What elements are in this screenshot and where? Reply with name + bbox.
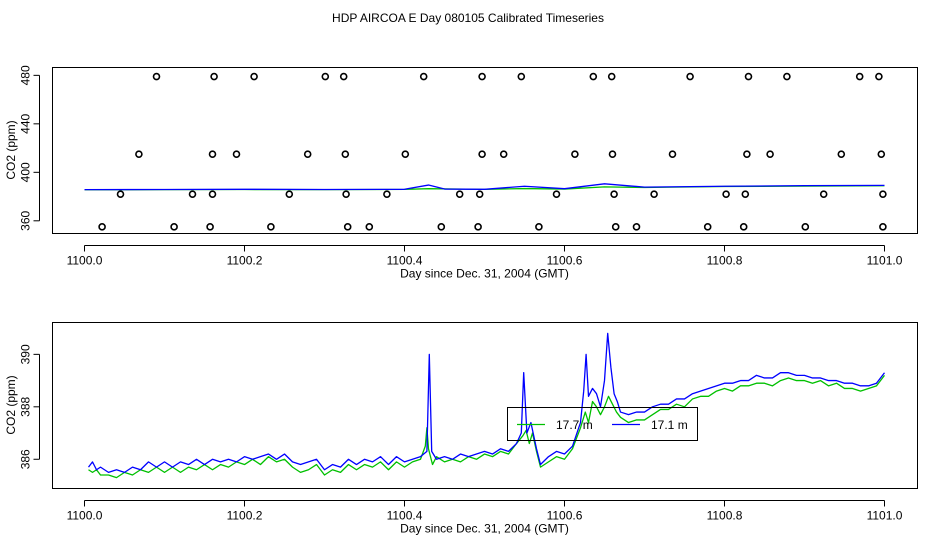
data-point bbox=[208, 190, 217, 198]
data-point bbox=[703, 223, 712, 231]
legend: 17.7 m 17.1 m bbox=[507, 407, 698, 441]
data-point bbox=[535, 223, 543, 231]
data-point bbox=[879, 190, 887, 198]
data-point bbox=[744, 72, 753, 81]
data-point bbox=[170, 223, 178, 231]
data-point bbox=[686, 72, 694, 81]
data-point bbox=[321, 72, 330, 81]
bottom-panel: 1100.0 1100.2 1100.4 1100.6 1100.8 1101.0 Day … bbox=[4, 322, 918, 536]
data-point bbox=[610, 190, 618, 198]
series-line-blue bbox=[84, 183, 885, 191]
data-point bbox=[365, 223, 374, 231]
y-tick-label: 480 bbox=[19, 65, 33, 85]
x-tick-label: 1100.0 bbox=[67, 254, 103, 268]
x-tick-label: 1100.6 bbox=[547, 509, 583, 523]
data-point bbox=[650, 190, 658, 198]
legend-label: 17.1 m bbox=[651, 418, 688, 432]
x-axis-label: Day since Dec. 31, 2004 (GMT) bbox=[400, 267, 569, 281]
data-point bbox=[668, 150, 677, 158]
data-point bbox=[455, 190, 464, 198]
data-point bbox=[208, 150, 217, 158]
data-point bbox=[206, 223, 214, 231]
data-point bbox=[401, 150, 410, 158]
data-point bbox=[232, 150, 241, 158]
x-tick-label: 1100.2 bbox=[227, 509, 263, 523]
data-point bbox=[801, 223, 810, 231]
series-line-blue bbox=[87, 332, 886, 474]
data-point bbox=[571, 150, 579, 158]
data-point bbox=[875, 72, 883, 81]
y-tick-label: 386 bbox=[19, 449, 33, 469]
y-tick-label: 440 bbox=[19, 114, 33, 134]
legend-box bbox=[507, 407, 698, 441]
x-tick-label: 1100.8 bbox=[707, 509, 743, 523]
data-point bbox=[188, 190, 197, 198]
series-line-green bbox=[88, 374, 886, 479]
data-point bbox=[552, 190, 561, 198]
data-point bbox=[303, 150, 312, 158]
y-tick-label: 390 bbox=[19, 344, 33, 364]
y-tick-label: 400 bbox=[19, 162, 33, 182]
data-point bbox=[607, 72, 616, 81]
data-point bbox=[766, 150, 774, 158]
data-point bbox=[339, 72, 348, 81]
x-tick-label: 1101.0 bbox=[867, 254, 903, 268]
data-point bbox=[499, 150, 508, 158]
data-point bbox=[210, 72, 218, 81]
x-tick-label: 1100.8 bbox=[707, 254, 743, 268]
data-point bbox=[741, 190, 750, 198]
data-point bbox=[739, 223, 748, 231]
y-tick-label: 360 bbox=[19, 210, 33, 230]
plot-frame bbox=[52, 67, 918, 234]
data-point bbox=[608, 150, 617, 158]
x-tick-label: 1100.4 bbox=[387, 509, 423, 523]
x-tick-label: 1101.0 bbox=[867, 509, 903, 523]
y-axis-label: CO2 (ppm) bbox=[4, 120, 18, 179]
data-point bbox=[879, 223, 887, 231]
data-point bbox=[837, 150, 846, 158]
data-point bbox=[342, 190, 350, 198]
data-point bbox=[267, 223, 275, 231]
data-point bbox=[475, 190, 484, 198]
data-point bbox=[419, 72, 428, 81]
data-point bbox=[341, 150, 350, 158]
x-tick-label: 1100.4 bbox=[387, 254, 423, 268]
data-point bbox=[116, 190, 125, 198]
plot-frame bbox=[52, 322, 918, 489]
x-tick-label: 1100.0 bbox=[67, 509, 103, 523]
data-point bbox=[478, 150, 486, 158]
data-point bbox=[474, 223, 482, 231]
data-point bbox=[285, 190, 294, 198]
y-tick-label: 388 bbox=[19, 396, 33, 416]
x-tick-label: 1100.6 bbox=[547, 254, 583, 268]
data-point bbox=[98, 223, 106, 231]
data-point bbox=[783, 72, 791, 81]
data-point bbox=[743, 150, 751, 158]
top-panel: 1100.0 1100.2 1100.4 1100.6 1100.8 1101.0 Day … bbox=[4, 65, 918, 281]
data-point bbox=[611, 223, 620, 231]
data-point bbox=[819, 190, 828, 198]
data-point bbox=[478, 72, 486, 81]
x-axis-label: Day since Dec. 31, 2004 (GMT) bbox=[400, 522, 569, 536]
data-point bbox=[877, 150, 886, 158]
data-point bbox=[589, 72, 598, 81]
data-point bbox=[855, 72, 864, 81]
data-point bbox=[343, 223, 352, 231]
data-point bbox=[250, 72, 258, 81]
y-axis-label: CO2 (ppm) bbox=[4, 375, 18, 434]
data-point bbox=[152, 72, 161, 81]
data-point bbox=[437, 223, 446, 231]
chart-title: HDP AIRCOA E Day 080105 Calibrated Times… bbox=[332, 11, 604, 25]
legend-label: 17.7 m bbox=[556, 418, 593, 432]
data-point bbox=[517, 72, 526, 81]
data-point bbox=[632, 223, 641, 231]
x-tick-label: 1100.2 bbox=[227, 254, 263, 268]
data-point bbox=[383, 190, 391, 198]
data-point bbox=[135, 150, 143, 158]
data-point bbox=[722, 190, 730, 198]
